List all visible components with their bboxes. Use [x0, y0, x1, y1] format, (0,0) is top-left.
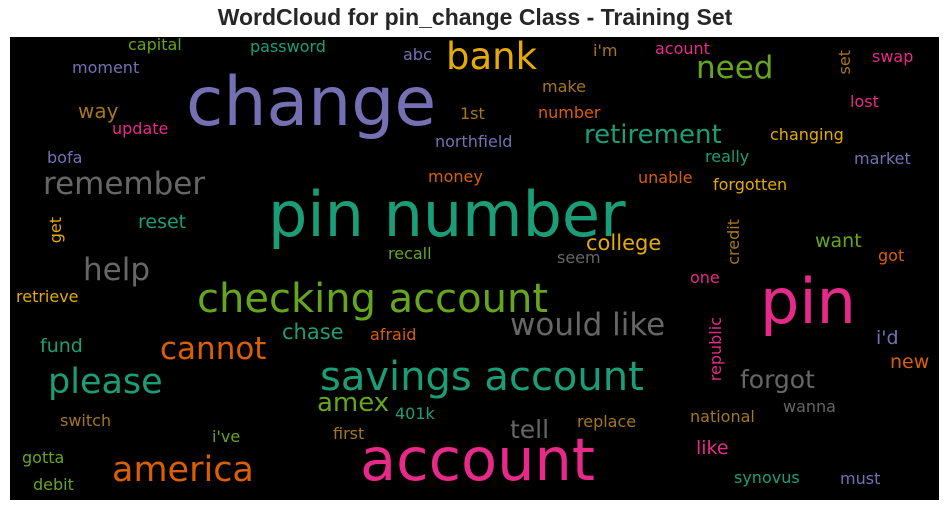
chart-title: WordCloud for pin_change Class - Trainin…: [217, 4, 733, 30]
word-recall: recall: [388, 244, 432, 263]
word-amex: amex: [317, 388, 390, 418]
word-retrieve: retrieve: [16, 287, 79, 306]
word-way: way: [78, 99, 119, 123]
wordcloud-canvas: change pin number account pin checking accou…: [10, 37, 939, 500]
word-got: got: [878, 246, 905, 265]
word-i-m: i'm: [593, 41, 618, 60]
word-swap: swap: [872, 47, 914, 66]
word-forgot: forgot: [740, 365, 815, 394]
word-change: change: [186, 63, 437, 142]
word-help: help: [83, 252, 151, 288]
word-unable: unable: [638, 168, 693, 187]
word-chase: chase: [282, 320, 344, 344]
word-really: really: [705, 147, 750, 166]
word-national: national: [690, 407, 755, 426]
word-pin-number: pin number: [268, 178, 626, 251]
word-1st: 1st: [460, 104, 485, 123]
word-password: password: [250, 37, 326, 56]
word-number: number: [538, 103, 601, 122]
word-lost: lost: [850, 92, 879, 111]
word-i-d: i'd: [876, 327, 899, 349]
word-want: want: [815, 230, 862, 252]
word-credit: credit: [724, 219, 743, 265]
word-must: must: [840, 469, 881, 488]
word-switch: switch: [60, 411, 112, 430]
word-account: account: [360, 425, 596, 494]
word-401k: 401k: [395, 404, 435, 423]
word-reset: reset: [138, 211, 187, 233]
word-forgotten: forgotten: [713, 175, 788, 194]
word-remember: remember: [43, 166, 206, 202]
word-acount: acount: [655, 39, 710, 58]
word-make: make: [542, 77, 586, 96]
word-one: one: [690, 268, 720, 287]
word-savings-account: savings account: [320, 354, 644, 400]
word-market: market: [854, 149, 911, 168]
word-seem: seem: [557, 248, 601, 267]
word-bofa: bofa: [47, 148, 83, 167]
word-republic: republic: [706, 317, 725, 382]
word-please: please: [48, 362, 163, 402]
word-retirement: retirement: [584, 120, 722, 150]
word-replace: replace: [577, 412, 637, 431]
word-need: need: [696, 50, 774, 86]
word-like: like: [696, 437, 729, 459]
word-fund: fund: [40, 335, 83, 357]
word-college: college: [586, 231, 662, 255]
word-cannot: cannot: [160, 331, 267, 367]
word-tell: tell: [510, 415, 550, 444]
word-checking-account: checking account: [197, 276, 549, 322]
word-new: new: [890, 351, 930, 373]
word-capital: capital: [128, 37, 182, 54]
word-america: america: [112, 450, 254, 490]
word-northfield: northfield: [435, 132, 513, 151]
word-first: first: [333, 424, 365, 443]
word-pin: pin: [760, 265, 856, 338]
word-gotta: gotta: [22, 448, 65, 467]
word-synovus: synovus: [734, 468, 800, 487]
word-changing: changing: [770, 125, 844, 144]
word-set: set: [835, 50, 854, 75]
word-afraid: afraid: [370, 325, 417, 344]
word-update: update: [112, 119, 169, 138]
word-money: money: [428, 167, 483, 186]
word-would-like: would like: [510, 307, 666, 343]
word-debit: debit: [33, 475, 74, 494]
word-i-ve: i've: [212, 427, 241, 446]
word-get: get: [46, 217, 65, 244]
word-bank: bank: [446, 37, 538, 78]
word-abc: abc: [403, 45, 432, 64]
word-moment: moment: [72, 58, 140, 77]
word-wanna: wanna: [783, 397, 836, 416]
